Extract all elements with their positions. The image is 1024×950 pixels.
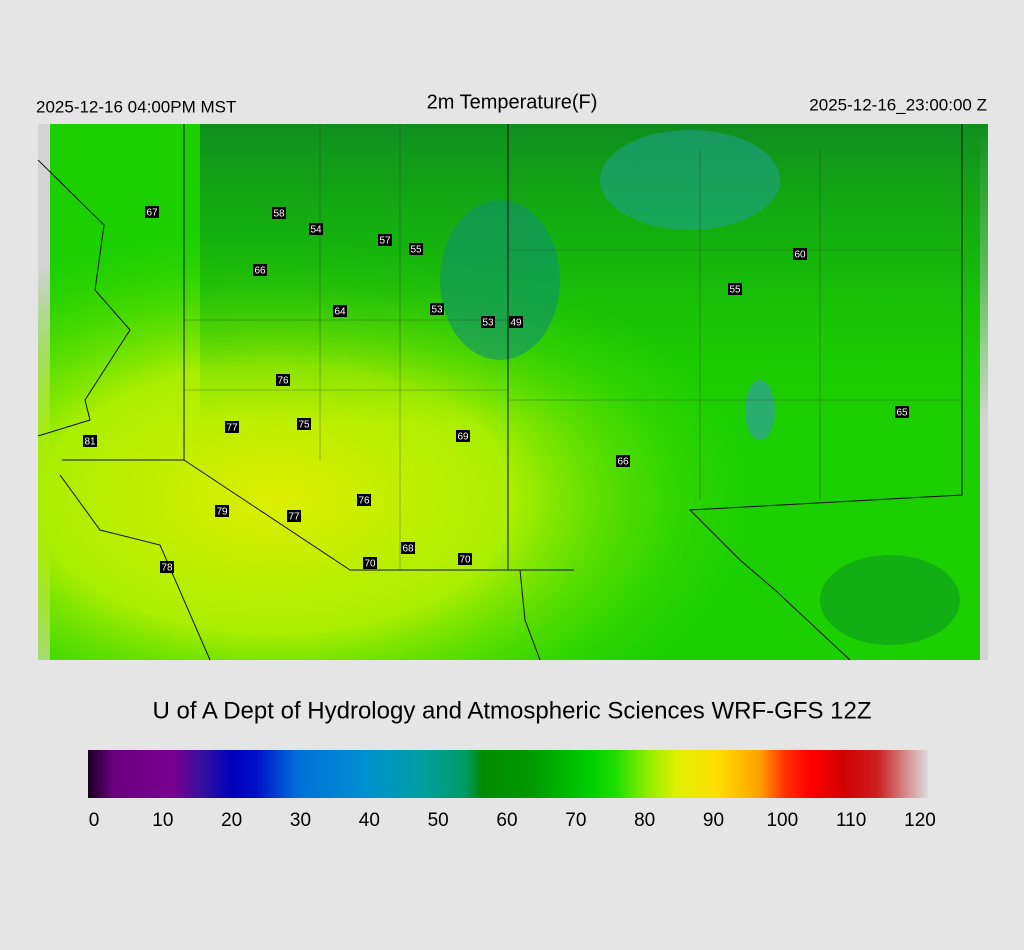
station-box — [287, 510, 301, 522]
station-temp: 53 — [482, 318, 494, 329]
colorbar-tick-label: 60 — [496, 810, 517, 831]
station-box — [276, 374, 290, 386]
station-box — [145, 206, 159, 218]
station-temp: 70 — [459, 555, 471, 566]
station-temp: 67 — [146, 208, 158, 219]
station-temp: 53 — [431, 305, 443, 316]
colorbar-tick-label: 10 — [152, 810, 173, 831]
credit: U of A Dept of Hydrology and Atmospheric… — [153, 697, 872, 724]
timestamp-local: 2025-12-16 04:00PM MST — [36, 97, 236, 116]
station-temp: 55 — [729, 285, 741, 296]
timestamp-utc: 2025-12-16_23:00:00 Z — [809, 95, 987, 114]
station-box — [401, 542, 415, 554]
station-temp: 66 — [254, 266, 266, 277]
station-box — [728, 283, 742, 295]
colorbar-tick-label: 0 — [89, 810, 100, 831]
colorbar-tick-label: 70 — [565, 810, 586, 831]
station-box — [297, 418, 311, 430]
station-box — [215, 505, 229, 517]
station-box — [253, 264, 267, 276]
station-temp: 60 — [794, 250, 806, 261]
station-box — [409, 243, 423, 255]
station-box — [363, 557, 377, 569]
colorbar-tick-label: 30 — [290, 810, 311, 831]
station-box — [458, 553, 472, 565]
station-box — [509, 316, 523, 328]
station-temp: 75 — [298, 420, 310, 431]
station-temp: 54 — [310, 225, 322, 236]
station-box — [481, 316, 495, 328]
station-temp: 58 — [273, 209, 285, 220]
station-temp: 49 — [510, 318, 522, 329]
station-box — [272, 207, 286, 219]
station-temp: 76 — [358, 496, 370, 507]
station-temp: 65 — [896, 408, 908, 419]
station-box — [333, 305, 347, 317]
colorbar-tick-label: 100 — [766, 810, 798, 831]
colorbar-tick-label: 90 — [703, 810, 724, 831]
station-box — [357, 494, 371, 506]
station-temp: 77 — [226, 423, 238, 434]
station-temp: 76 — [277, 376, 289, 387]
station-temp: 69 — [457, 432, 469, 443]
colorbar — [88, 750, 928, 798]
colorbar-tick-label: 110 — [836, 810, 866, 831]
station-box — [430, 303, 444, 315]
station-temp: 66 — [617, 457, 629, 468]
station-temp: 68 — [402, 544, 414, 555]
station-box — [225, 421, 239, 433]
station-temp: 77 — [288, 512, 300, 523]
station-box — [160, 561, 174, 573]
station-box — [309, 223, 323, 235]
station-temp: 70 — [364, 559, 376, 570]
map-title: 2m Temperature(F) — [427, 91, 598, 113]
station-box — [83, 435, 97, 447]
station-box — [793, 248, 807, 260]
station-temp: 79 — [216, 507, 228, 518]
station-temp: 64 — [334, 307, 346, 318]
colorbar-tick-label: 50 — [428, 810, 449, 831]
station-box — [456, 430, 470, 442]
station-temp: 78 — [161, 563, 173, 574]
station-box — [616, 455, 630, 467]
station-temp: 55 — [410, 245, 422, 256]
colorbar-tick-label: 120 — [904, 810, 936, 831]
colorbar-tick-label: 80 — [634, 810, 655, 831]
station-temp: 57 — [379, 236, 391, 247]
colorbar-tick-label: 20 — [221, 810, 242, 831]
station-box — [378, 234, 392, 246]
station-temp: 81 — [84, 437, 96, 448]
station-box — [895, 406, 909, 418]
map — [37, 124, 988, 661]
colorbar-tick-label: 40 — [359, 810, 380, 831]
